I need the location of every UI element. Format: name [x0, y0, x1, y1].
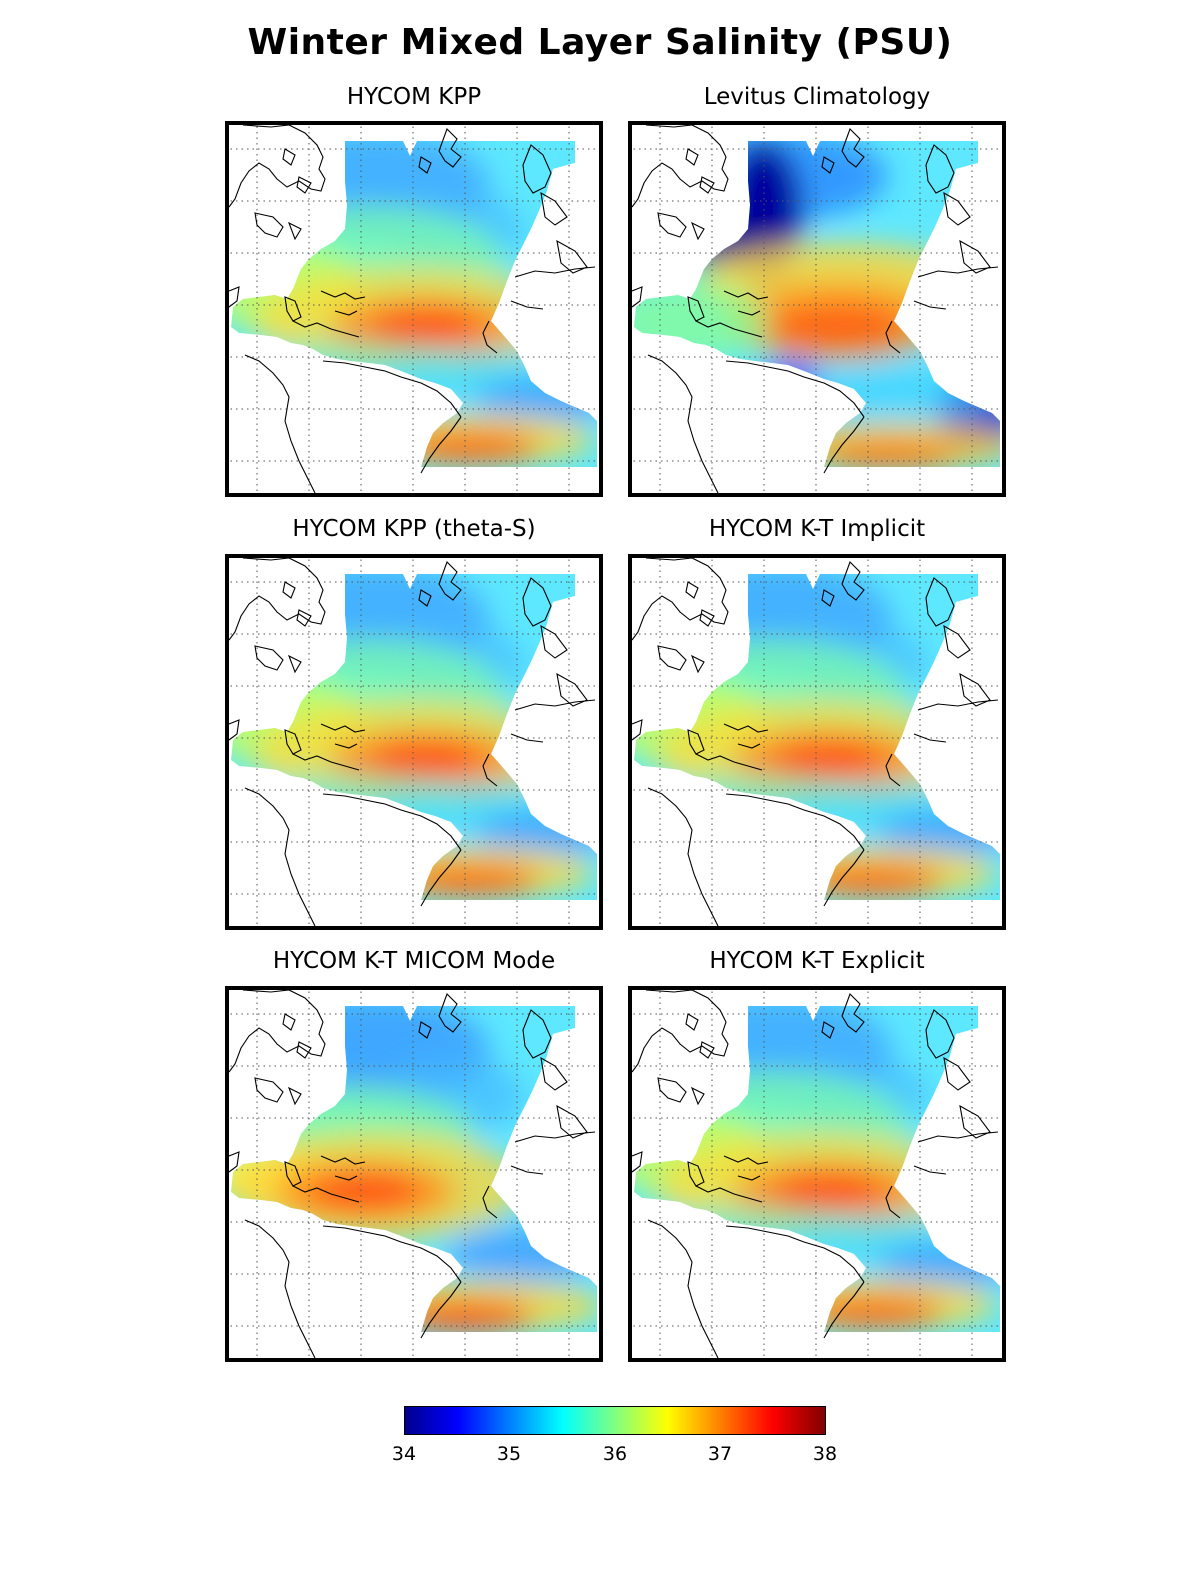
- colorbar-tick-label: 34: [391, 1443, 417, 1465]
- map-panel-hycom-kpp-theta-s: [225, 554, 603, 930]
- map-panel-levitus: [628, 121, 1006, 497]
- map-panel-hycom-kt-micom: [225, 986, 603, 1362]
- panel-title-hycom-kt-explicit: HYCOM K-T Explicit: [709, 948, 925, 974]
- salinity-blob: [400, 431, 540, 463]
- panel-title-hycom-kt-micom: HYCOM K-T MICOM Mode: [272, 948, 556, 974]
- panel-frame: [225, 554, 603, 930]
- panel-title-hycom-kt-implicit: HYCOM K-T Implicit: [708, 516, 926, 542]
- coastlines: [631, 557, 999, 927]
- salinity-blob: [370, 308, 480, 344]
- salinity-blob: [803, 1296, 943, 1328]
- map-svg: [628, 121, 1006, 497]
- map-svg: [225, 986, 603, 1362]
- salinity-blob: [310, 1173, 420, 1209]
- salinity-blob: [773, 741, 883, 777]
- salinity-blob: [818, 441, 958, 467]
- graticule: [225, 121, 603, 497]
- salinity-field: [231, 574, 597, 900]
- map-panel-hycom-kt-implicit: [628, 554, 1006, 930]
- salinity-blob: [803, 864, 943, 896]
- panel-frame: [628, 986, 1006, 1362]
- salinity-blob: [773, 1173, 883, 1209]
- panel-title-hycom-kpp-theta-s: HYCOM KPP (theta-S): [292, 516, 536, 542]
- graticule: [225, 554, 603, 930]
- panel-frame: [628, 121, 1006, 497]
- panel-frame: [225, 121, 603, 497]
- map-svg: [225, 121, 603, 497]
- coastlines: [228, 989, 596, 1359]
- coastlines: [228, 124, 596, 494]
- map-panel-hycom-kpp: [225, 121, 603, 497]
- panel-title-levitus: Levitus Climatology: [703, 84, 931, 110]
- graticule: [225, 986, 603, 1362]
- coastlines: [631, 124, 999, 494]
- graticule: [628, 986, 1006, 1362]
- graticule: [628, 121, 1006, 497]
- graticule: [628, 554, 1006, 930]
- salinity-blob: [400, 864, 540, 896]
- colorbar-tick-label: 36: [602, 1443, 628, 1465]
- colorbar: [404, 1406, 826, 1435]
- figure-title: Winter Mixed Layer Salinity (PSU): [247, 22, 953, 63]
- map-svg: [628, 554, 1006, 930]
- salinity-blob: [370, 741, 480, 777]
- panel-frame: [628, 554, 1006, 930]
- coastlines: [228, 557, 596, 927]
- salinity-field: [634, 574, 1000, 900]
- panel-frame: [225, 986, 603, 1362]
- salinity-field: [634, 141, 1000, 467]
- panel-title-hycom-kpp: HYCOM KPP: [346, 84, 482, 110]
- map-panel-hycom-kt-explicit: [628, 986, 1006, 1362]
- map-svg: [628, 986, 1006, 1362]
- map-svg: [225, 554, 603, 930]
- colorbar-tick-label: 38: [812, 1443, 838, 1465]
- coastlines: [631, 989, 999, 1359]
- colorbar-tick-label: 37: [707, 1443, 733, 1465]
- salinity-blob: [768, 304, 908, 348]
- colorbar-tick-label: 35: [496, 1443, 522, 1465]
